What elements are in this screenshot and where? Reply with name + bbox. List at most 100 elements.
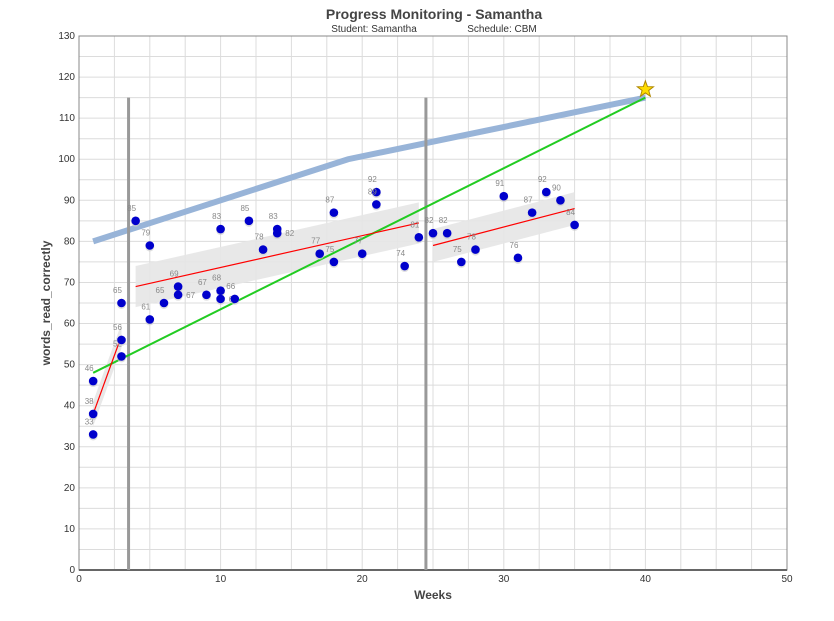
data-label: 83: [269, 212, 278, 221]
x-tick-label: 30: [498, 574, 510, 585]
data-point: [513, 253, 523, 263]
data-label: 67: [198, 278, 207, 287]
aim-line: [92, 96, 646, 374]
data-label: 33: [85, 417, 94, 426]
data-point: [117, 335, 126, 345]
data-point: [230, 294, 240, 304]
data-point: [202, 290, 211, 300]
data-point: [88, 409, 98, 419]
data-point: [117, 298, 126, 308]
data-label: 92: [538, 175, 547, 184]
data-label: 65: [156, 286, 165, 295]
data-label: 61: [141, 302, 150, 311]
data-label: 91: [495, 179, 504, 188]
data-label: 81: [410, 220, 419, 229]
trend-line: [92, 335, 123, 415]
y-tick-label: 30: [64, 442, 76, 453]
y-tick-label: 20: [64, 483, 76, 494]
data-point: [159, 298, 169, 308]
data-label: 77: [311, 237, 320, 246]
y-tick-label: 60: [64, 319, 76, 330]
data-label: 84: [566, 208, 575, 217]
data-label: 83: [212, 212, 221, 221]
data-point: [258, 245, 268, 254]
x-axis-label: Weeks: [414, 588, 452, 602]
y-tick-label: 90: [64, 195, 76, 206]
data-point: [329, 257, 339, 267]
data-point: [173, 282, 183, 291]
data-point: [329, 208, 339, 217]
data-label: 75: [325, 245, 334, 254]
y-tick-label: 80: [64, 236, 76, 247]
data-point: [88, 430, 98, 439]
data-point: [216, 286, 225, 295]
y-tick-label: 120: [58, 72, 75, 83]
x-tick-label: 50: [781, 574, 793, 585]
data-point: [216, 224, 225, 234]
data-label: 46: [85, 364, 94, 373]
data-point: [357, 249, 367, 259]
data-point: [145, 315, 155, 324]
data-label: 66: [226, 282, 235, 291]
y-tick-label: 100: [58, 154, 75, 165]
data-label: 38: [85, 397, 94, 406]
data-label: 85: [240, 204, 249, 213]
data-point: [272, 228, 282, 238]
goal-line: [92, 94, 647, 245]
data-label: 87: [524, 196, 533, 205]
data-label: 82: [439, 216, 448, 225]
data-point: [570, 220, 579, 230]
y-tick-label: 130: [58, 31, 75, 42]
data-point: [372, 200, 381, 209]
data-point: [117, 352, 126, 361]
y-axis-label: words_read_correctly: [39, 240, 53, 366]
y-tick-label: 0: [69, 565, 75, 576]
y-tick-label: 10: [64, 524, 76, 535]
subtitle-schedule: Schedule: CBM: [467, 24, 536, 35]
data-point: [372, 187, 381, 197]
data-point: [400, 261, 409, 271]
data-label: 77: [354, 237, 363, 246]
x-tick-label: 10: [215, 574, 227, 585]
data-point: [471, 245, 480, 254]
subtitle-student: Student: Samantha: [331, 24, 417, 35]
data-label: 67: [186, 291, 195, 300]
data-point: [216, 294, 225, 304]
data-label: 65: [113, 286, 122, 295]
data-point: [173, 290, 183, 300]
x-tick-label: 40: [640, 574, 652, 585]
data-label: 82: [425, 216, 434, 225]
data-point: [527, 208, 537, 217]
data-label: 89: [368, 187, 377, 196]
chart-title: Progress Monitoring - Samantha: [326, 6, 542, 22]
data-label: 92: [368, 175, 377, 184]
y-tick-label: 50: [64, 360, 76, 371]
data-point: [556, 196, 565, 205]
data-label: 79: [141, 228, 150, 237]
data-label: 68: [212, 274, 221, 283]
data-point: [442, 228, 452, 238]
data-label: 75: [453, 245, 462, 254]
data-point: [88, 376, 98, 386]
data-label: 87: [325, 196, 334, 205]
trend-line: [135, 222, 419, 288]
y-tick-label: 40: [64, 401, 76, 412]
data-point: [131, 216, 140, 226]
trend-line: [432, 207, 575, 247]
data-label: 78: [467, 233, 476, 242]
data-point: [457, 257, 466, 267]
y-tick-label: 70: [64, 277, 76, 288]
data-label: 78: [255, 233, 264, 242]
data-point: [499, 191, 509, 201]
data-point: [244, 216, 254, 226]
data-point: [541, 187, 551, 197]
x-tick-label: 20: [357, 574, 369, 585]
x-tick-label: 0: [76, 574, 82, 585]
y-tick-label: 110: [59, 113, 75, 124]
data-point: [428, 228, 438, 238]
data-label: 76: [510, 241, 519, 250]
data-label: 85: [127, 204, 136, 213]
data-label: 56: [113, 323, 122, 332]
